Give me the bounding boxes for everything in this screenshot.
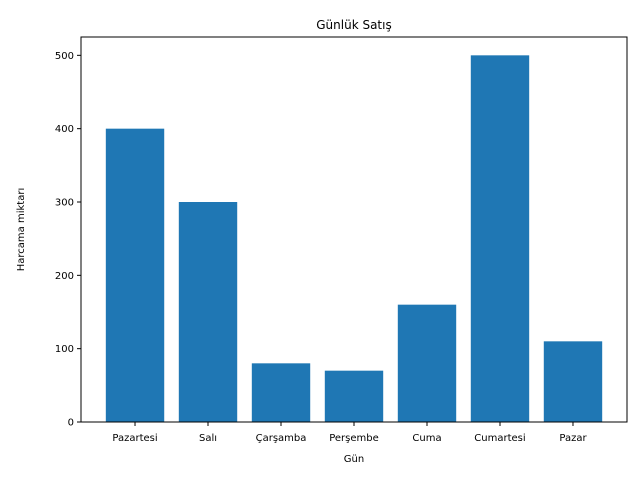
y-tick-label-1: 100 [55, 344, 74, 355]
plot-area-frame [80, 36, 628, 423]
y-tick-label-3: 300 [55, 198, 74, 209]
y-axis-label: Harcama miktarı [16, 188, 27, 271]
x-tick-label-6: Pazar [559, 433, 587, 444]
bar-1 [178, 202, 238, 422]
x-tick-label-2: Çarşamba [256, 433, 307, 444]
y-tick-label-0: 0 [68, 418, 74, 429]
x-tick-label-5: Cumartesi [474, 433, 525, 444]
x-tick-label-3: Perşembe [329, 433, 379, 444]
bars-group [105, 55, 603, 423]
y-tick-label-4: 400 [55, 124, 74, 135]
chart-title: Günlük Satış [316, 18, 391, 32]
bar-3 [324, 370, 384, 422]
x-tick-label-4: Cuma [412, 433, 441, 444]
y-tick-label-2: 200 [55, 271, 74, 282]
bar-0 [105, 128, 165, 423]
x-tick-label-0: Pazartesi [112, 433, 157, 444]
y-ticks-group: 0 100 200 300 400 500 [55, 51, 81, 429]
x-axis-label: Gün [344, 454, 364, 465]
y-tick-label-5: 500 [55, 51, 74, 62]
bar-4 [397, 304, 457, 422]
bar-2 [251, 363, 311, 422]
x-ticks-group: Pazartesi Salı Çarşamba Perşembe Cuma Cumarte… [112, 422, 587, 444]
x-tick-label-1: Salı [199, 433, 217, 444]
bar-5 [470, 55, 530, 422]
bar-6 [543, 341, 603, 422]
